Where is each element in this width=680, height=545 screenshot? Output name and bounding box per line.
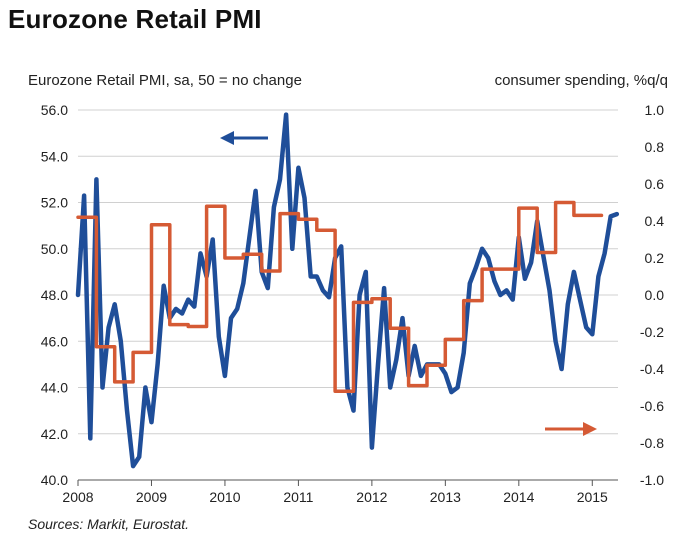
right-axis-tick-label: -1.0 xyxy=(640,472,664,488)
x-axis-tick-label: 2013 xyxy=(430,489,461,505)
retail-pmi-line xyxy=(75,112,620,469)
left-axis-tick-label: 56.0 xyxy=(41,102,68,118)
left-axis-tick-label: 50.0 xyxy=(41,241,68,257)
x-axis-tick-label: 2015 xyxy=(577,489,608,505)
consumer-spending-line xyxy=(76,200,604,393)
left-axis-tick-label: 54.0 xyxy=(41,148,68,164)
right-axis-tick-label: 0.0 xyxy=(645,287,665,303)
axis-arrows xyxy=(220,131,597,436)
right-axis-tick-label: -0.8 xyxy=(640,435,664,451)
x-axis-ticks: 2008 2009 2010 2011 2012 2013 2014 2015 xyxy=(62,480,608,505)
chart-title: Eurozone Retail PMI xyxy=(8,4,262,34)
x-axis-tick-label: 2011 xyxy=(283,489,313,505)
left-axis-tick-label: 46.0 xyxy=(41,333,68,349)
right-axis-tick-label: 0.4 xyxy=(645,213,665,229)
right-axis-tick-label: 0.6 xyxy=(645,176,665,192)
left-axis-tick-label: 40.0 xyxy=(41,472,68,488)
left-arrowhead-icon xyxy=(220,131,234,145)
left-axis-tick-label: 42.0 xyxy=(41,426,68,442)
right-axis-title: consumer spending, %q/q xyxy=(494,72,668,89)
right-axis-tick-label: 0.8 xyxy=(645,139,665,155)
x-axis-tick-label: 2012 xyxy=(356,489,387,505)
right-axis-ticks: -1.0 -0.8 -0.6 -0.4 -0.2 0.0 0.2 0.4 0.6 0.8 1.0 xyxy=(640,102,664,488)
left-axis-title: Eurozone Retail PMI, sa, 50 = no change xyxy=(28,72,302,89)
left-axis-ticks: 40.0 42.0 44.0 46.0 48.0 50.0 52.0 54.0 56.0 xyxy=(41,102,68,488)
grid-lines xyxy=(78,109,618,481)
x-axis-tick-label: 2010 xyxy=(209,489,240,505)
left-axis-tick-label: 44.0 xyxy=(41,380,68,396)
right-axis-tick-label: -0.2 xyxy=(640,324,664,340)
series-lines xyxy=(75,112,620,469)
x-axis-tick-label: 2009 xyxy=(136,489,167,505)
right-axis-tick-label: -0.6 xyxy=(640,398,664,414)
right-arrowhead-icon xyxy=(583,422,597,436)
x-axis-tick-label: 2008 xyxy=(62,489,93,505)
left-axis-tick-label: 52.0 xyxy=(41,195,68,211)
right-axis-tick-label: 0.2 xyxy=(645,250,665,266)
x-axis-tick-label: 2014 xyxy=(503,489,534,505)
source-note: Sources: Markit, Eurostat. xyxy=(28,516,190,532)
right-axis-tick-label: 1.0 xyxy=(645,102,665,118)
right-axis-tick-label: -0.4 xyxy=(640,361,664,377)
left-axis-tick-label: 48.0 xyxy=(41,287,68,303)
